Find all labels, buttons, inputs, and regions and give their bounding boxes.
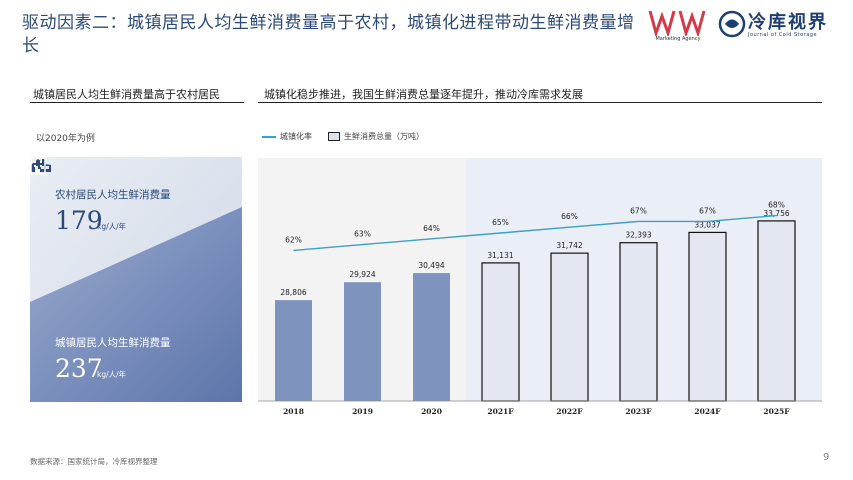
x-tick-label-2018: 2018 — [283, 407, 304, 416]
bar-2023F — [619, 242, 658, 402]
bar-2021F — [481, 262, 520, 402]
x-tick-label-2024F: 2024F — [694, 407, 721, 416]
cold-storage-logo-text: 冷库视界 — [748, 12, 828, 33]
bar-label-2025F: 33,756 — [763, 209, 789, 218]
line-label-2019: 63% — [354, 230, 371, 239]
page-title: 驱动因素二：城镇居民人均生鲜消费量高于农村，城镇化进程带动生鲜消费量增长 — [22, 13, 635, 56]
building-icon — [30, 157, 46, 175]
line-label-2022F: 66% — [561, 212, 578, 221]
bar-2025F — [757, 220, 796, 402]
left-section-divider — [30, 102, 244, 103]
urban-consumption-value: 237 — [55, 354, 103, 383]
bar-2020 — [413, 273, 450, 401]
x-tick-label-2022F: 2022F — [556, 407, 583, 416]
right-section-divider — [258, 102, 822, 103]
bar-label-2021F: 31,131 — [487, 251, 513, 260]
line-label-2023F: 67% — [630, 206, 647, 215]
bar-label-2018: 28,806 — [280, 288, 306, 297]
example-label: 以2020年为例 — [36, 134, 95, 144]
x-tick-label-2020: 2020 — [421, 407, 442, 416]
line-label-2024F: 67% — [699, 206, 716, 215]
legend-bar-swatch — [328, 132, 340, 141]
cold-storage-logo-subtitle: Journal of Cold Storage — [748, 32, 818, 38]
urban-consumption-label: 城镇居民人均生鲜消费量 — [55, 337, 171, 349]
ww-logo-subtitle: Marketing Agency — [655, 36, 701, 42]
data-source: 数据来源：国家统计局，冷库视界整理 — [30, 457, 158, 466]
legend-bar-label: 生鲜消费总量（万吨） — [344, 132, 424, 141]
x-tick-label-2019: 2019 — [352, 407, 373, 416]
line-label-2025F: 68% — [768, 201, 785, 210]
page-number: 9 — [823, 452, 830, 463]
right-section-heading: 城镇化稳步推进，我国生鲜消费总量逐年提升，推动冷库需求发展 — [264, 88, 583, 101]
bar-label-2024F: 33,037 — [694, 220, 720, 229]
bar-label-2019: 29,924 — [349, 270, 375, 279]
left-section-heading: 城镇居民人均生鲜消费量高于农村居民 — [33, 88, 220, 101]
line-label-2018: 62% — [285, 235, 302, 244]
panel-background — [30, 157, 242, 402]
bar-label-2023F: 32,393 — [625, 231, 651, 240]
ww-logo: Marketing Agency — [648, 8, 706, 44]
line-label-2021F: 65% — [492, 218, 509, 227]
line-label-2020: 64% — [423, 224, 440, 233]
bar-2019 — [344, 282, 381, 401]
rural-consumption-value: 179 — [55, 206, 103, 235]
legend-line-swatch — [262, 135, 276, 138]
x-tick-label-2021F: 2021F — [487, 407, 514, 416]
bar-2022F — [550, 252, 589, 402]
chart-legend: 城镇化率 生鲜消费总量（万吨） — [262, 131, 424, 142]
rural-consumption-label: 农村居民人均生鲜消费量 — [55, 189, 171, 201]
consumption-comparison-panel: 农村居民人均生鲜消费量 179 kg/人/年 城镇居民人均生鲜消费量 237 k… — [30, 157, 242, 402]
bar-label-2020: 30,494 — [418, 261, 444, 270]
urbanization-consumption-chart: 28,806 2018 29,924 2019 30,494 2020 31,131 2021… — [258, 158, 822, 416]
urban-consumption-unit: kg/人/年 — [97, 370, 127, 379]
x-tick-label-2023F: 2023F — [625, 407, 652, 416]
cold-storage-logo: 冷库视界 Journal of Cold Storage — [718, 6, 848, 44]
bar-2024F — [688, 231, 727, 402]
urbanization-rate-line — [293, 214, 777, 252]
legend-line-label: 城镇化率 — [280, 132, 312, 141]
rural-consumption-unit: kg/人/年 — [97, 222, 127, 231]
bar-label-2022F: 31,742 — [556, 241, 582, 250]
bar-2018 — [275, 300, 312, 401]
x-tick-label-2025F: 2025F — [763, 407, 790, 416]
